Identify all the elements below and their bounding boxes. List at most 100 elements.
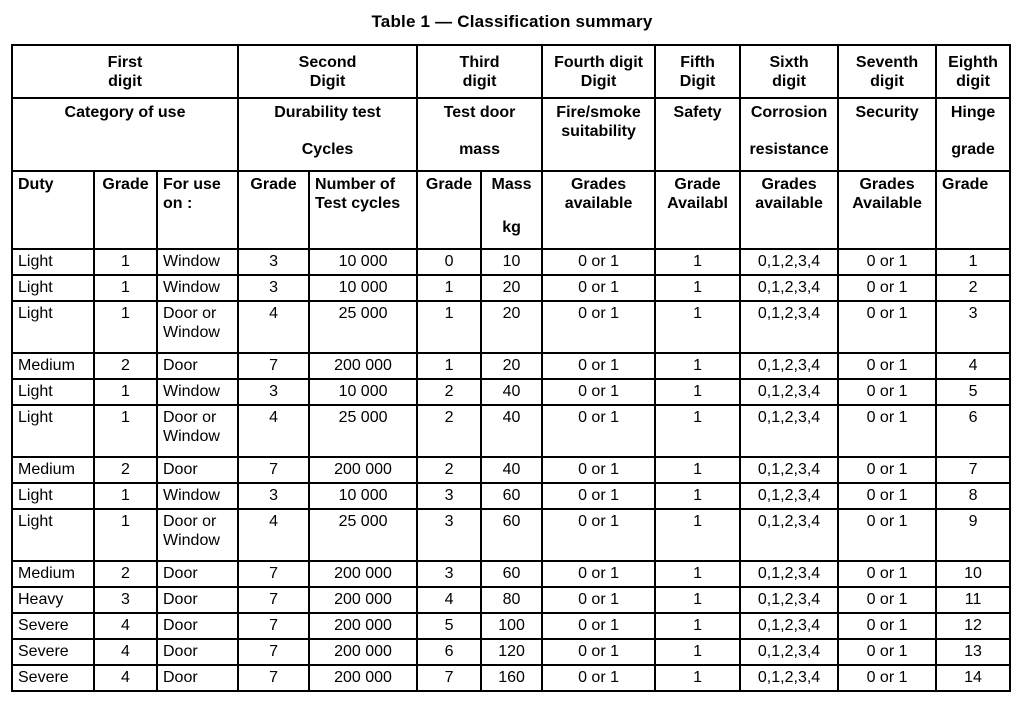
header-row-3: Duty Grade For use on : Grade Number of Test… — [11, 170, 1012, 250]
table-cell: 2 — [416, 404, 483, 458]
table-cell: 1 — [93, 508, 158, 562]
header-cell: Category of use — [10, 97, 240, 172]
table-cell: 200 000 — [308, 352, 419, 380]
table-cell: 0 or 1 — [541, 378, 657, 406]
table-cell: 0 or 1 — [541, 508, 657, 562]
table-cell: 60 — [480, 482, 544, 510]
header-cell: First digit — [10, 44, 240, 99]
table-cell: 3 — [237, 482, 311, 510]
table-cell: Medium — [11, 456, 95, 484]
table-row: Light 1 Door or Window 4 25 000 3 60 0 or 1 1 0,1… — [11, 508, 1012, 562]
table-cell: 1 — [654, 664, 742, 692]
table-cell: 0 — [416, 248, 483, 276]
table-cell: 100 — [480, 612, 544, 640]
table-cell: 1 — [654, 586, 742, 614]
table-cell: Heavy — [11, 586, 95, 614]
table-cell: 1 — [654, 352, 742, 380]
table-cell: Window — [155, 482, 240, 510]
table-cell: 1 — [654, 274, 742, 302]
table-cell: 0 or 1 — [837, 560, 938, 588]
table-cell: 0 or 1 — [541, 560, 657, 588]
table-cell: 120 — [480, 638, 544, 666]
table-cell: 1 — [416, 274, 483, 302]
table-cell: 1 — [93, 482, 158, 510]
header-cell: Test door mass — [416, 97, 544, 172]
table-cell: 0 or 1 — [837, 300, 938, 354]
table-cell: Window — [155, 248, 240, 276]
table-cell: 2 — [93, 352, 158, 380]
table-cell: 40 — [480, 456, 544, 484]
table-cell: Door — [155, 586, 240, 614]
table-cell: 14 — [935, 664, 1012, 692]
header-cell: Grade Availabl — [654, 170, 742, 250]
header-cell: Duty — [11, 170, 95, 250]
table-cell: 0,1,2,3,4 — [739, 300, 840, 354]
header-cell: Grades available — [739, 170, 840, 250]
table-cell: 0 or 1 — [837, 378, 938, 406]
table-cell: Window — [155, 378, 240, 406]
table-cell: 200 000 — [308, 638, 419, 666]
table-cell: 20 — [480, 274, 544, 302]
table-cell: 1 — [654, 560, 742, 588]
table-cell: 0 or 1 — [837, 586, 938, 614]
table-cell: Door or Window — [155, 508, 240, 562]
table-cell: 1 — [416, 300, 483, 354]
table-cell: 1 — [93, 248, 158, 276]
table-cell: 4 — [935, 352, 1012, 380]
table-row: Light 1 Window 3 10 000 2 40 0 or 1 1 0,1,2,3,4 0 … — [11, 378, 1012, 406]
table-body: Light 1 Window 3 10 000 0 10 0 or 1 1 0,1,2,3,4 0 … — [11, 248, 1012, 692]
table-cell: Door — [155, 456, 240, 484]
table-cell: 0 or 1 — [837, 352, 938, 380]
table-cell: 25 000 — [308, 300, 419, 354]
table-cell: 200 000 — [308, 560, 419, 588]
header-cell: Fifth Digit — [654, 44, 742, 99]
header-text-bottom: resistance — [749, 141, 829, 158]
table-cell: 1 — [654, 456, 742, 484]
header-cell: Hinge grade — [935, 97, 1012, 172]
table-cell: 0 or 1 — [541, 456, 657, 484]
header-cell-split: Mass kg — [487, 175, 536, 237]
table-cell: Medium — [11, 560, 95, 588]
table-cell: 7 — [935, 456, 1012, 484]
table-cell: 5 — [935, 378, 1012, 406]
table-cell: 2 — [93, 560, 158, 588]
header-cell: Corrosion resistance — [739, 97, 840, 172]
header-cell: For use on : — [155, 170, 240, 250]
table-cell: 0 or 1 — [837, 456, 938, 484]
table-cell: Door or Window — [155, 300, 240, 354]
table-cell: 1 — [416, 352, 483, 380]
header-text-bottom: mass — [459, 141, 500, 158]
table-cell: 7 — [237, 664, 311, 692]
table-cell: 1 — [654, 300, 742, 354]
table-cell: 0 or 1 — [541, 664, 657, 692]
table-cell: 25 000 — [308, 508, 419, 562]
table-cell: 0 or 1 — [541, 586, 657, 614]
table-cell: 0 or 1 — [837, 482, 938, 510]
table-cell: 200 000 — [308, 586, 419, 614]
table-cell: 3 — [237, 248, 311, 276]
table-cell: 1 — [93, 274, 158, 302]
table-cell: 0 or 1 — [837, 248, 938, 276]
table-cell: Light — [11, 378, 95, 406]
table-cell: 20 — [480, 300, 544, 354]
table-cell: 4 — [93, 638, 158, 666]
table-row: Severe 4 Door 7 200 000 7 160 0 or 1 1 0,1,2,3,4 0… — [11, 664, 1012, 692]
table-cell: 200 000 — [308, 664, 419, 692]
table-row: Medium 2 Door 7 200 000 3 60 0 or 1 1 0,1,2,3,4 0 … — [11, 560, 1012, 588]
table-cell: Door — [155, 560, 240, 588]
header-cell: Grade — [237, 170, 311, 250]
table-row: Light 1 Door or Window 4 25 000 1 20 0 or 1 1 0,1… — [11, 300, 1012, 354]
table-cell: 10 000 — [308, 248, 419, 276]
table-cell: 2 — [93, 456, 158, 484]
table-cell: 6 — [416, 638, 483, 666]
table-cell: 10 000 — [308, 274, 419, 302]
table-cell: 0,1,2,3,4 — [739, 352, 840, 380]
table-cell: 4 — [237, 404, 311, 458]
table-cell: 3 — [416, 482, 483, 510]
table-cell: 0,1,2,3,4 — [739, 456, 840, 484]
table-cell: Light — [11, 300, 95, 354]
table-cell: 1 — [654, 482, 742, 510]
table-cell: 7 — [237, 612, 311, 640]
table-row: Light 1 Window 3 10 000 0 10 0 or 1 1 0,1,2,3,4 0 … — [11, 248, 1012, 276]
table-cell: 5 — [416, 612, 483, 640]
